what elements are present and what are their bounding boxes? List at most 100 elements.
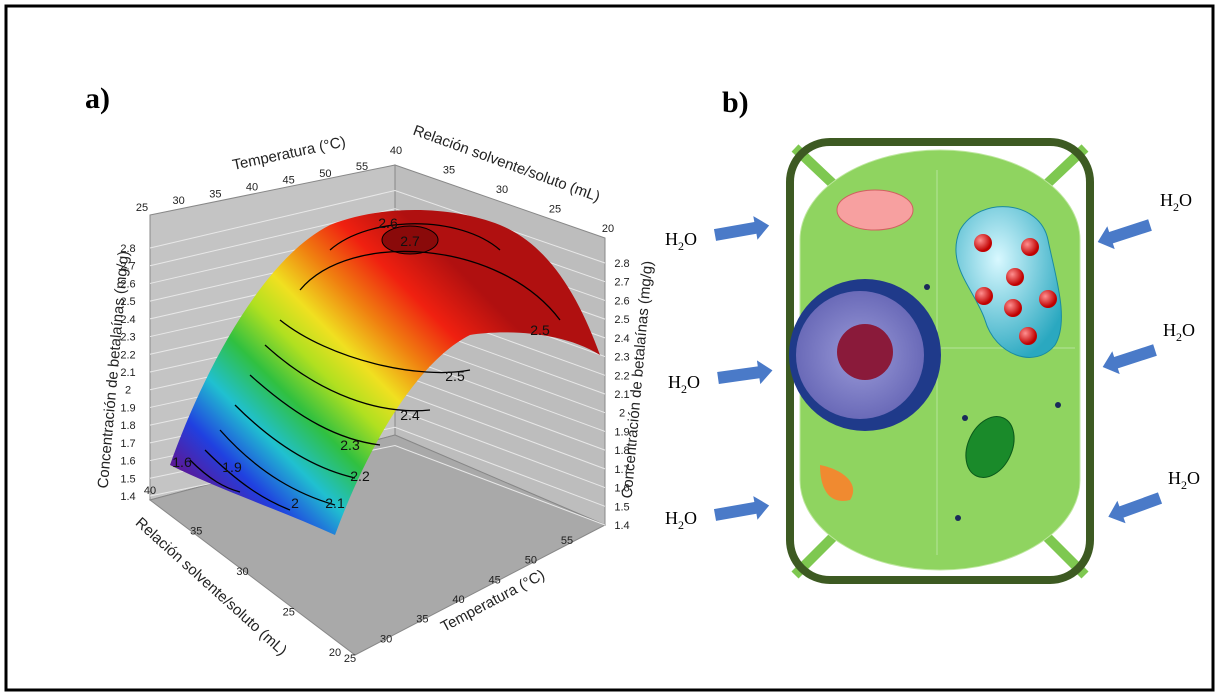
contour-label: 2.6	[378, 215, 398, 231]
arrow	[1094, 214, 1154, 254]
tick-label: 2	[125, 385, 131, 397]
water-part: O	[684, 508, 697, 528]
tick-label: 2.4	[120, 314, 135, 326]
pigment	[1019, 327, 1037, 345]
pigment	[1006, 268, 1024, 286]
contour-label: 2.1	[325, 495, 345, 511]
tick-label: 2.5	[120, 296, 135, 308]
pigment	[974, 234, 992, 252]
panel-label: b)	[722, 86, 749, 119]
tick-label: 55	[561, 535, 573, 547]
tick-label: 40	[390, 145, 402, 157]
contour-label: 2.2	[350, 468, 370, 484]
water-part: H	[1168, 468, 1181, 488]
tick-label: 2.1	[614, 389, 629, 401]
figure: a) b) 2.72.62.52.52.42.32.22.121.91.6 Te…	[0, 0, 1219, 696]
tick-label: 2.8	[120, 243, 135, 255]
water-label: H2O	[1168, 468, 1200, 492]
surface-plot: 2.72.62.52.52.42.32.22.121.91.6 Temperat…	[95, 122, 657, 665]
tick-label: 1.6	[614, 483, 629, 495]
cell-diagram	[713, 142, 1164, 580]
tick-label: 2.5	[614, 314, 629, 326]
water-label: H2O	[1160, 190, 1192, 214]
tick-label: 2.1	[120, 367, 135, 379]
ribosome	[962, 415, 968, 421]
water-part: H	[1160, 190, 1173, 210]
tick-label: 50	[319, 168, 331, 180]
tick-label: 1.8	[120, 420, 135, 432]
tick-label: 2.2	[120, 349, 135, 361]
water-label: H2O	[665, 229, 697, 253]
water-part: O	[684, 229, 697, 249]
tick-label: 1.5	[614, 501, 629, 513]
arrow	[713, 494, 771, 527]
contour-label: 2	[291, 495, 299, 511]
contour-label: 1.9	[222, 459, 242, 475]
water-label: H2O	[668, 372, 700, 396]
tick-label: 35	[190, 526, 202, 538]
tick-label: 40	[452, 594, 464, 606]
contour-label: 2.5	[530, 322, 550, 338]
tick-label: 45	[489, 574, 501, 586]
arrow	[1099, 339, 1159, 379]
contour-label: 2.7	[400, 233, 420, 249]
tick-label: 25	[283, 607, 295, 619]
water-label: H2O	[665, 508, 697, 532]
arrow	[716, 358, 774, 389]
tick-label: 45	[283, 175, 295, 187]
nucleolus	[837, 324, 893, 380]
pigment	[975, 287, 993, 305]
tick-label: 25	[344, 653, 356, 665]
arrow	[713, 214, 771, 247]
water-part: O	[687, 372, 700, 392]
tick-label: 55	[356, 161, 368, 173]
tick-label: 30	[380, 633, 392, 645]
tick-label: 1.8	[614, 445, 629, 457]
tick-label: 25	[136, 202, 148, 214]
tick-label: 1.7	[120, 438, 135, 450]
tick-label: 2.8	[614, 258, 629, 270]
contour-label: 2.4	[400, 407, 420, 423]
water-part: H	[665, 508, 678, 528]
tick-label: 20	[329, 647, 341, 659]
tick-label: 50	[525, 555, 537, 567]
tick-label: 1.4	[120, 491, 135, 503]
tick-label: 35	[209, 188, 221, 200]
tick-label: 2.4	[614, 333, 629, 345]
tick-label: 1.7	[614, 464, 629, 476]
tick-label: 2.7	[120, 261, 135, 273]
water-part: O	[1179, 190, 1192, 210]
tick-label: 1.5	[120, 473, 135, 485]
ribosome	[1055, 402, 1061, 408]
tick-label: 2.6	[614, 295, 629, 307]
pigment	[1004, 299, 1022, 317]
tick-label: 35	[416, 614, 428, 626]
tick-label: 30	[236, 566, 248, 578]
tick-label: 1.9	[614, 426, 629, 438]
contour-label: 2.5	[445, 368, 465, 384]
mitochondrion	[837, 190, 913, 230]
water-part: O	[1187, 468, 1200, 488]
tick-label: 1.6	[120, 456, 135, 468]
water-part: H	[665, 229, 678, 249]
water-label: H2O	[1163, 320, 1195, 344]
pigment	[1021, 238, 1039, 256]
tick-label: 2.3	[120, 332, 135, 344]
tick-label: 1.9	[120, 402, 135, 414]
pigment	[1039, 290, 1057, 308]
tick-label: 30	[496, 184, 508, 196]
tick-label: 40	[144, 485, 156, 497]
water-part: H	[668, 372, 681, 392]
water-part: O	[1182, 320, 1195, 340]
water-part: H	[1163, 320, 1176, 340]
tick-label: 25	[549, 204, 561, 216]
tick-label: 40	[246, 182, 258, 194]
tick-label: 2.2	[614, 370, 629, 382]
ribosome	[955, 515, 961, 521]
ribosome	[924, 284, 930, 290]
tick-label: 2.3	[614, 352, 629, 364]
arrow	[1104, 487, 1164, 528]
tick-label: 2.7	[614, 277, 629, 289]
tick-label: 20	[602, 223, 614, 235]
contour-label: 1.6	[172, 454, 192, 470]
